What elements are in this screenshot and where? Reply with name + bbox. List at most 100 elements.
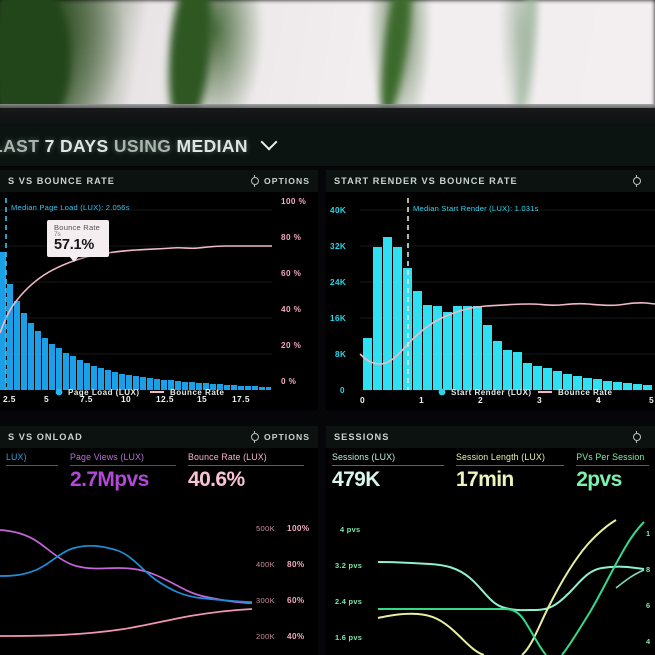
median-page-load-label: Median Page Load (LUX): 2.056s — [11, 203, 130, 212]
legend-label-bounce-rate: Bounce Rate — [170, 388, 224, 397]
page-load-vs-bounce-rate-chart[interactable]: Median Page Load (LUX): 2.056s 100 % 80 … — [0, 192, 318, 410]
legend-label-bounce-rate: Bounce Rate — [558, 388, 612, 397]
metric-tile-onload[interactable]: LUX) — [0, 448, 64, 492]
start-render-vs-bounce-rate-chart[interactable]: 40K 32K 24K 16K 8K 0 — [326, 192, 655, 410]
metric-label: Page Views (LUX) — [70, 452, 145, 462]
chevron-down-icon[interactable] — [262, 135, 277, 150]
y-tick-300k: 300K — [256, 596, 275, 605]
metric-tile-pvs-per-session[interactable]: PVs Per Session 2pvs — [570, 448, 655, 492]
y-tick-3-2pvs: 3.2 pvs — [335, 561, 362, 570]
toolbar-prefix: LAST — [0, 135, 40, 156]
metric-tiles: Sessions (LUX) 479K Session Length (LUX)… — [326, 448, 655, 492]
y-tick-8k: 8K — [335, 350, 346, 359]
grid-lines — [0, 209, 272, 355]
y-tick-4pvs: 4 pvs — [340, 525, 360, 534]
y-tick-1-6pvs: 1.6 pvs — [335, 633, 362, 642]
sessions-secondary-line — [615, 569, 645, 589]
panel-header: S VS ONLOAD OPTIONS — [0, 426, 318, 448]
metric-label: PVs Per Session — [576, 452, 645, 462]
bounce-rate-line — [359, 301, 655, 365]
x-tick-5: 5 — [649, 395, 654, 405]
tooltip-pointer — [69, 256, 79, 263]
y-tick-500k: 500K — [256, 524, 275, 533]
metric-value: 2pvs — [576, 468, 622, 491]
x-tick-10: 10 — [121, 394, 131, 404]
metric-label: Session Length (LUX) — [455, 452, 546, 462]
toolbar-range: 7 DAYS — [44, 135, 109, 156]
panel-header: START RENDER VS BOUNCE RATE — [326, 170, 655, 192]
metric-rule — [455, 465, 565, 466]
metric-rule — [188, 465, 304, 466]
y-tick-0: 0 — [340, 386, 345, 395]
y-tick-200k: 200K — [256, 632, 275, 641]
x-tick-3: 3 — [537, 395, 542, 405]
metric-value: 40.6% — [188, 468, 245, 491]
y-tick-right-1: 1 — [646, 529, 650, 538]
x-tick-1: 1 — [419, 395, 424, 405]
x-tick-17-5: 17.5 — [232, 394, 250, 404]
page-load-bars — [0, 252, 271, 390]
page-views-line — [0, 529, 252, 604]
sessions-line — [377, 561, 645, 612]
y-tick-40k: 40K — [330, 206, 346, 215]
panel-header: S VS BOUNCE RATE OPTIONS — [0, 170, 318, 192]
x-tick-15: 15 — [197, 394, 207, 404]
panel-title: S VS ONLOAD — [8, 432, 83, 442]
y-tick-2-4pvs: 2.4 pvs — [335, 597, 362, 606]
x-tick-2-5: 2.5 — [3, 394, 16, 404]
y-tick-80: 80 % — [281, 233, 302, 242]
y-tick-40pct: 40% — [287, 632, 305, 641]
panel-options-button[interactable]: OPTIONS — [250, 431, 310, 443]
y-tick-right-4: 4 — [646, 637, 651, 646]
x-tick-7-5: 7.5 — [80, 394, 93, 404]
page-load-legend: Page Load (LUX) Bounce Rate — [55, 388, 224, 397]
onload-line — [0, 544, 252, 603]
panel-views-vs-onload: S VS ONLOAD OPTIONS LUX) Page Views (LUX… — [0, 426, 318, 655]
gear-icon[interactable] — [633, 431, 641, 443]
legend-dot-icon — [438, 388, 446, 396]
panel-title: START RENDER VS BOUNCE RATE — [334, 176, 518, 186]
legend-dot-icon — [55, 388, 63, 396]
median-start-render-label: Median Start Render (LUX): 1.031s — [413, 204, 539, 213]
legend-label-start-render: Start Render (LUX) — [451, 388, 532, 397]
panel-options-button[interactable]: OPTIONS — [250, 175, 310, 187]
date-range-selector[interactable]: LAST 7 DAYS USING MEDIAN — [0, 136, 277, 157]
panel-body: 4 pvs 3.2 pvs 2.4 pvs 1.6 pvs 1 8 6 4 — [326, 518, 655, 655]
sessions-chart[interactable]: 4 pvs 3.2 pvs 2.4 pvs 1.6 pvs 1 8 6 4 — [326, 518, 655, 655]
metric-label: Bounce Rate (LUX) — [188, 452, 267, 462]
metric-label: LUX) — [6, 452, 27, 462]
metric-tile-page-views[interactable]: Page Views (LUX) 2.7Mpvs — [64, 448, 182, 492]
metric-label: Sessions (LUX) — [332, 452, 396, 462]
panel-body: Median Page Load (LUX): 2.056s 100 % 80 … — [0, 192, 318, 410]
gear-icon[interactable] — [250, 431, 259, 443]
metric-value: 2.7Mpvs — [70, 468, 149, 491]
global-toolbar: LAST 7 DAYS USING MEDIAN — [0, 126, 655, 166]
y-tick-100: 100 % — [281, 197, 307, 206]
tooltip-subtitle: 7s — [54, 231, 61, 238]
y-tick-32k: 32K — [330, 242, 346, 251]
x-tick-4: 4 — [596, 395, 601, 405]
panel-title: S VS BOUNCE RATE — [8, 176, 115, 186]
metric-tile-bounce-rate[interactable]: Bounce Rate (LUX) 40.6% — [182, 448, 310, 492]
session-length-line — [377, 519, 617, 655]
y-tick-16k: 16K — [330, 314, 346, 323]
panel-body: 40K 32K 24K 16K 8K 0 — [326, 192, 655, 410]
panel-header: SESSIONS — [326, 426, 655, 448]
gear-icon[interactable] — [633, 175, 641, 187]
x-tick-0: 0 — [360, 395, 365, 405]
y-tick-400k: 400K — [256, 560, 275, 569]
tooltip-value: 57.1% — [54, 237, 95, 253]
bounce-rate-line — [0, 608, 253, 637]
panel-title: SESSIONS — [334, 432, 390, 442]
metric-tile-session-length[interactable]: Session Length (LUX) 17min — [450, 448, 570, 492]
metric-tile-sessions[interactable]: Sessions (LUX) 479K — [326, 448, 450, 492]
y-tick-right-2: 8 — [646, 565, 650, 574]
tooltip-title: Bounce Rate — [54, 223, 101, 232]
options-label: OPTIONS — [263, 432, 310, 442]
gear-icon[interactable] — [250, 175, 259, 187]
bounce-rate-line — [0, 245, 272, 334]
toolbar-aggregation: MEDIAN — [176, 135, 248, 156]
background-photo — [0, 0, 655, 120]
views-vs-onload-chart[interactable]: 500K 100% 400K 80% 300K 60% 200K 40% — [0, 518, 318, 655]
